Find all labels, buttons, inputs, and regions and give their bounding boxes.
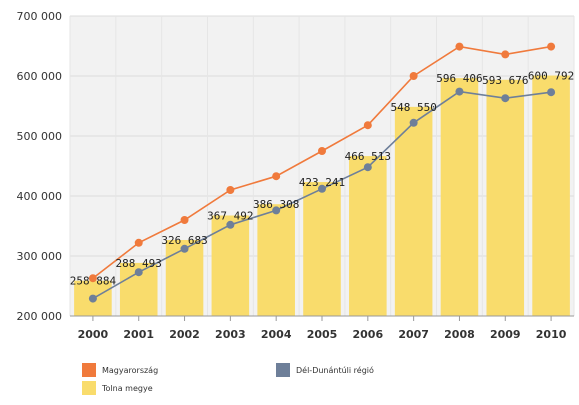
bar-value-label: 548 550 — [390, 101, 436, 114]
point-magyarorszag — [272, 172, 281, 181]
y-tick-label: 500 000 — [17, 130, 63, 143]
y-tick-label: 400 000 — [17, 190, 63, 203]
point-magyarorszag — [363, 121, 372, 130]
bar-tolna — [394, 106, 433, 317]
lines — [88, 42, 556, 303]
legend-swatch-tolna — [82, 381, 96, 395]
x-tick-label: 2006 — [353, 328, 384, 341]
bars — [74, 75, 570, 317]
point-magyarorszag — [318, 147, 326, 155]
y-tick-label: 700 000 — [17, 10, 63, 23]
point-magyarorszag — [88, 274, 97, 283]
legend-label-magyarorszag: Magyarország — [102, 365, 159, 375]
x-tick-label: 2000 — [78, 328, 109, 341]
bar-tolna — [211, 215, 250, 316]
point-magyarorszag — [455, 42, 464, 51]
point-magyarorszag — [501, 50, 510, 59]
x-tick-label: 2010 — [536, 328, 567, 341]
point-magyarorszag — [134, 238, 143, 247]
bar-tolna — [440, 78, 479, 316]
bar-value-label: 466 513 — [345, 150, 391, 163]
x-tick-label: 2009 — [490, 328, 521, 341]
x-tick-label: 2008 — [444, 328, 475, 341]
point-del-dunantuli — [409, 118, 418, 127]
bar-value-label: 386 308 — [253, 198, 299, 211]
legend-label-del-dunantuli: Dél-Dunántúli régió — [296, 365, 374, 375]
point-del-dunantuli — [226, 220, 235, 229]
x-tick-label: 2004 — [261, 328, 292, 341]
bar-value-label: 367 492 — [207, 210, 253, 223]
point-magyarorszag — [226, 186, 235, 194]
bar-tolna — [257, 204, 295, 316]
legend-item-tolna: Tolna megye — [82, 381, 153, 395]
bar-tolna — [303, 182, 341, 316]
bar-tolna — [532, 75, 570, 316]
y-tick-label: 600 000 — [17, 70, 63, 83]
x-tick-label: 2002 — [169, 328, 200, 341]
bar-tolna — [486, 79, 525, 316]
legend-swatch-magyarorszag — [82, 363, 96, 377]
legend-label-tolna: Tolna megye — [102, 383, 153, 393]
x-tick-label: 2007 — [398, 328, 429, 341]
y-axis: 200 000 300 000 400 000 500 000 600 000 700 0… — [17, 10, 63, 323]
point-del-dunantuli — [88, 294, 97, 303]
bar-value-label: 600 792 — [528, 70, 574, 83]
x-tick-label: 2003 — [215, 328, 246, 341]
bar-value-label: 593 676 — [482, 74, 528, 87]
point-del-dunantuli — [455, 87, 464, 96]
bar-value-label: 326 683 — [161, 234, 207, 247]
point-del-dunantuli — [363, 163, 372, 172]
point-del-dunantuli — [501, 94, 510, 103]
point-del-dunantuli — [134, 268, 143, 277]
point-magyarorszag — [180, 216, 189, 224]
x-tick-label: 2005 — [307, 328, 338, 341]
bar-value-label: 288 493 — [116, 257, 162, 270]
grid — [69, 15, 575, 317]
point-del-dunantuli — [180, 244, 189, 253]
x-axis: 2000 2001 2002 2003 2004 2005 2006 2007 2008 2009… — [70, 315, 574, 341]
bar-tolna — [349, 156, 387, 316]
point-magyarorszag — [409, 72, 418, 80]
x-tick-label: 2001 — [123, 328, 154, 341]
bar-value-label: 423 241 — [299, 176, 345, 189]
point-magyarorszag — [547, 42, 556, 51]
bar-value-label: 258 884 — [70, 275, 117, 288]
legend-swatch-del-dunantuli — [276, 363, 290, 377]
legend-item-del-dunantuli: Dél-Dunántúli régió — [276, 363, 374, 377]
point-del-dunantuli — [272, 206, 281, 215]
point-del-dunantuli — [318, 184, 326, 193]
bar-value-label: 596 406 — [436, 72, 482, 85]
y-tick-label: 200 000 — [17, 310, 63, 323]
point-del-dunantuli — [547, 88, 556, 97]
y-tick-label: 300 000 — [17, 250, 63, 263]
legend-item-magyarorszag: Magyarország — [82, 363, 158, 377]
